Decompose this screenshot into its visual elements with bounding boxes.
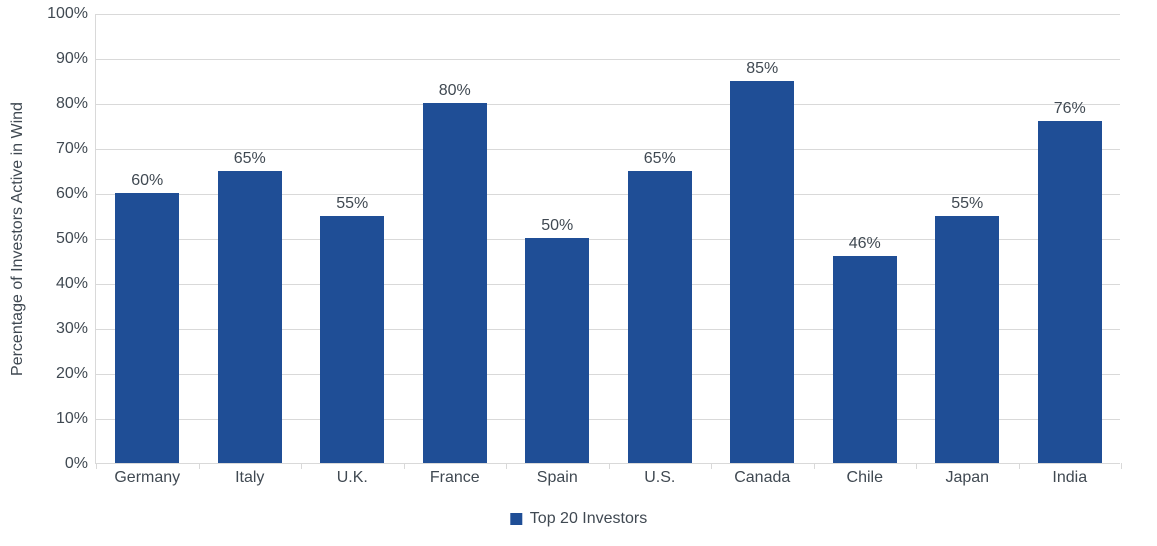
bar bbox=[525, 238, 589, 463]
bar-value-label: 55% bbox=[951, 195, 983, 213]
bar bbox=[730, 81, 794, 464]
x-tick-mark bbox=[1019, 463, 1020, 469]
legend: Top 20 Investors bbox=[510, 510, 647, 528]
bar bbox=[320, 216, 384, 464]
x-tick-label: U.S. bbox=[644, 463, 675, 487]
x-tick-label: Italy bbox=[235, 463, 264, 487]
bar-value-label: 76% bbox=[1054, 100, 1086, 118]
bar-chart: Percentage of Investors Active in Wind 0… bbox=[0, 0, 1157, 546]
bar bbox=[1038, 121, 1102, 463]
bar bbox=[115, 193, 179, 463]
y-tick-label: 50% bbox=[56, 230, 96, 248]
y-tick-label: 70% bbox=[56, 140, 96, 158]
bar-value-label: 65% bbox=[644, 150, 676, 168]
bar bbox=[833, 256, 897, 463]
y-axis-title: Percentage of Investors Active in Wind bbox=[9, 102, 27, 376]
y-tick-label: 0% bbox=[65, 455, 96, 473]
bar bbox=[423, 103, 487, 463]
y-tick-label: 40% bbox=[56, 275, 96, 293]
y-tick-label: 30% bbox=[56, 320, 96, 338]
bar-value-label: 46% bbox=[849, 235, 881, 253]
bar-value-label: 65% bbox=[234, 150, 266, 168]
x-tick-mark bbox=[609, 463, 610, 469]
gridline bbox=[96, 14, 1120, 15]
x-tick-mark bbox=[301, 463, 302, 469]
gridline bbox=[96, 59, 1120, 60]
gridline bbox=[96, 104, 1120, 105]
bar-value-label: 80% bbox=[439, 82, 471, 100]
bar-value-label: 60% bbox=[131, 172, 163, 190]
x-tick-label: France bbox=[430, 463, 480, 487]
legend-swatch bbox=[510, 513, 522, 525]
y-tick-label: 90% bbox=[56, 50, 96, 68]
x-tick-label: Japan bbox=[945, 463, 989, 487]
y-tick-label: 80% bbox=[56, 95, 96, 113]
bar bbox=[628, 171, 692, 464]
x-tick-mark bbox=[199, 463, 200, 469]
x-tick-label: Canada bbox=[734, 463, 790, 487]
x-tick-label: Germany bbox=[114, 463, 180, 487]
bar-value-label: 50% bbox=[541, 217, 573, 235]
bar bbox=[218, 171, 282, 464]
x-tick-mark bbox=[506, 463, 507, 469]
y-tick-label: 60% bbox=[56, 185, 96, 203]
x-tick-mark bbox=[916, 463, 917, 469]
y-tick-label: 100% bbox=[47, 5, 96, 23]
x-tick-label: India bbox=[1052, 463, 1087, 487]
bar-value-label: 55% bbox=[336, 195, 368, 213]
x-tick-mark bbox=[96, 463, 97, 469]
bar-value-label: 85% bbox=[746, 60, 778, 78]
x-tick-mark bbox=[1121, 463, 1122, 469]
x-tick-mark bbox=[711, 463, 712, 469]
legend-label: Top 20 Investors bbox=[530, 510, 647, 528]
x-tick-mark bbox=[814, 463, 815, 469]
x-tick-mark bbox=[404, 463, 405, 469]
y-tick-label: 20% bbox=[56, 365, 96, 383]
y-tick-label: 10% bbox=[56, 410, 96, 428]
x-tick-label: U.K. bbox=[337, 463, 368, 487]
plot-area: 0%10%20%30%40%50%60%70%80%90%100%60%Germ… bbox=[95, 14, 1120, 464]
x-tick-label: Spain bbox=[537, 463, 578, 487]
bar bbox=[935, 216, 999, 464]
x-tick-label: Chile bbox=[847, 463, 883, 487]
